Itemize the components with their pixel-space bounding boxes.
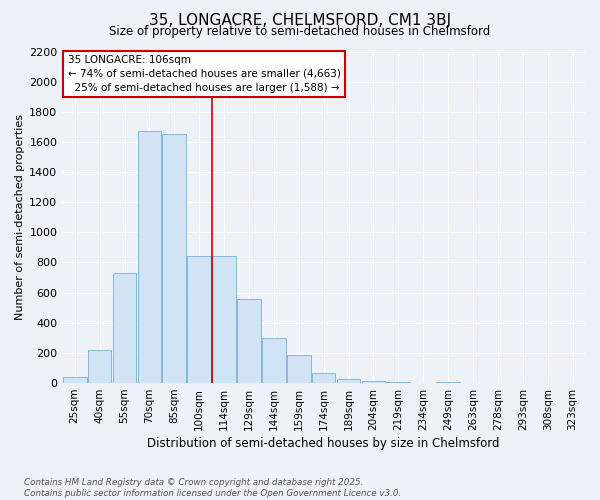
Bar xyxy=(163,134,186,383)
Bar xyxy=(88,350,112,383)
Text: 35, LONGACRE, CHELMSFORD, CM1 3BJ: 35, LONGACRE, CHELMSFORD, CM1 3BJ xyxy=(149,12,451,28)
Bar xyxy=(63,376,86,383)
Text: 35 LONGACRE: 106sqm
← 74% of semi-detached houses are smaller (4,663)
  25% of s: 35 LONGACRE: 106sqm ← 74% of semi-detach… xyxy=(68,55,340,93)
Bar xyxy=(187,256,211,383)
Bar xyxy=(386,382,410,383)
Bar xyxy=(113,273,136,383)
Bar xyxy=(212,256,236,383)
Bar xyxy=(287,355,311,383)
X-axis label: Distribution of semi-detached houses by size in Chelmsford: Distribution of semi-detached houses by … xyxy=(148,437,500,450)
Bar xyxy=(436,382,460,383)
Bar xyxy=(312,374,335,383)
Text: Contains HM Land Registry data © Crown copyright and database right 2025.
Contai: Contains HM Land Registry data © Crown c… xyxy=(24,478,401,498)
Bar xyxy=(237,298,261,383)
Bar xyxy=(137,130,161,383)
Bar xyxy=(362,381,385,383)
Y-axis label: Number of semi-detached properties: Number of semi-detached properties xyxy=(15,114,25,320)
Bar xyxy=(337,378,361,383)
Bar xyxy=(262,338,286,383)
Text: Size of property relative to semi-detached houses in Chelmsford: Size of property relative to semi-detach… xyxy=(109,25,491,38)
